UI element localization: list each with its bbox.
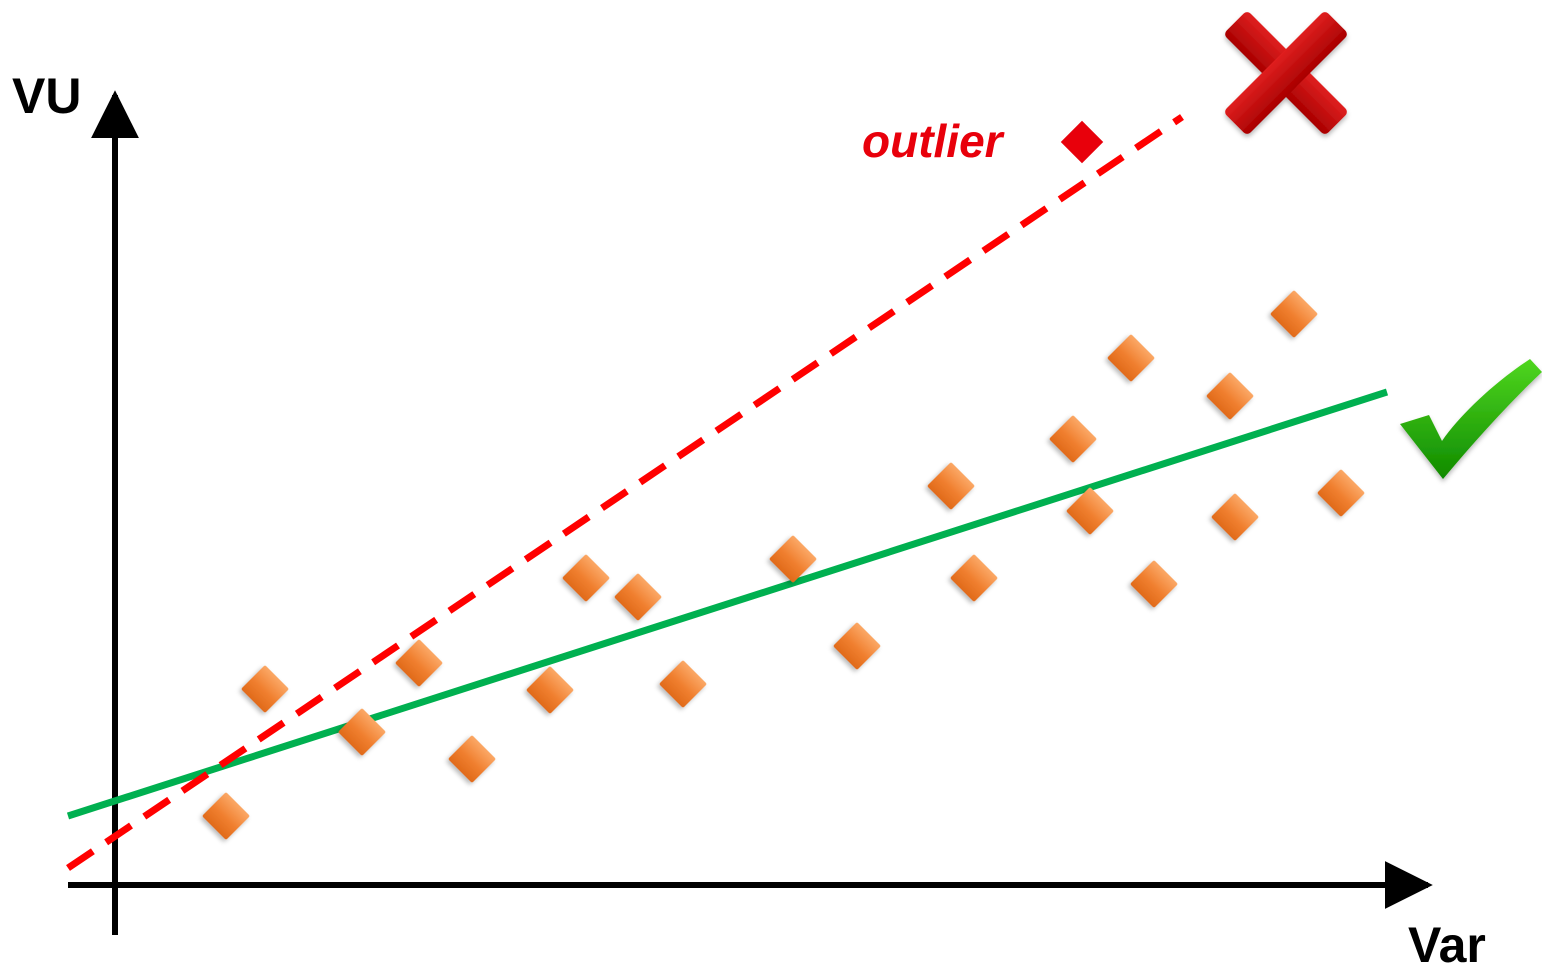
data-point [1049, 415, 1097, 463]
data-point [1211, 493, 1259, 541]
data-point [1206, 372, 1254, 420]
fit-lines [66, 114, 1389, 871]
y-axis-label: VU [12, 68, 81, 124]
data-point [202, 792, 250, 840]
data-points [202, 290, 1365, 840]
checkmark-icon [1400, 359, 1542, 479]
data-point [526, 666, 574, 714]
data-point [769, 535, 817, 583]
cross-icon [1225, 12, 1347, 134]
data-point [927, 462, 975, 510]
data-point [1130, 560, 1178, 608]
wrong-fit-line [66, 114, 1184, 871]
data-point [950, 554, 998, 602]
outlier-point [1060, 120, 1104, 164]
data-point [241, 665, 289, 713]
outlier-label: outlier [862, 115, 1005, 167]
data-point [614, 573, 662, 621]
outlier-group: outlier [862, 115, 1104, 167]
data-point [833, 622, 881, 670]
data-point [659, 660, 707, 708]
data-point [1066, 487, 1114, 535]
correct-fit-line [66, 388, 1389, 820]
data-point [1107, 334, 1155, 382]
data-point [395, 639, 443, 687]
data-point [338, 708, 386, 756]
x-axis-label: Var [1408, 917, 1486, 968]
data-point [1317, 469, 1365, 517]
data-point [1270, 290, 1318, 338]
data-point [562, 554, 610, 602]
data-point [448, 735, 496, 783]
